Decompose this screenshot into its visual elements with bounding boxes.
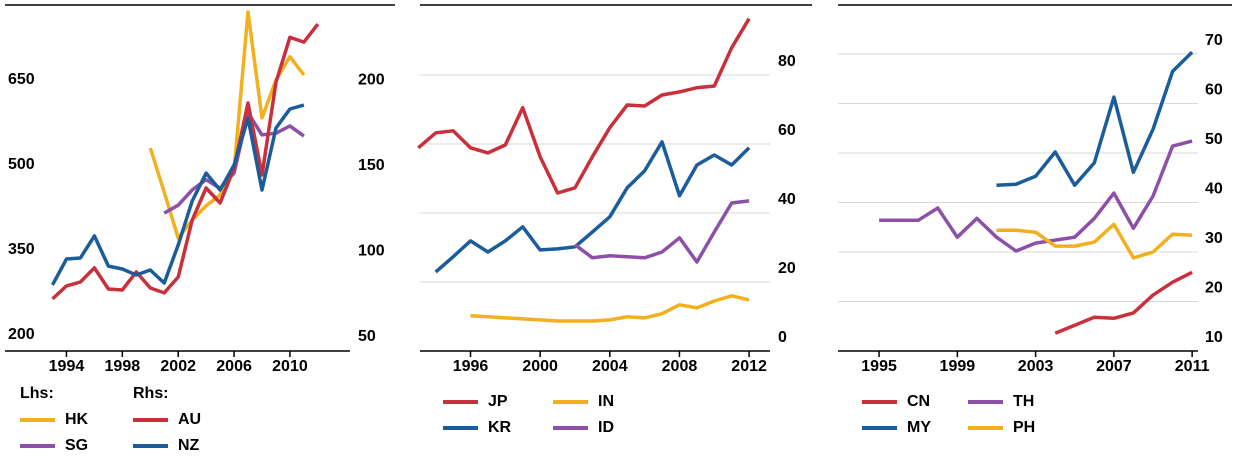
series-line bbox=[996, 50, 1194, 187]
x-tick-label: 2011 bbox=[1175, 358, 1210, 375]
legend-label: TH bbox=[1013, 393, 1034, 410]
series-line bbox=[148, 10, 306, 240]
x-tick-label: 2003 bbox=[1018, 358, 1054, 375]
y-tick-label: 60 bbox=[1205, 82, 1223, 99]
series-line bbox=[470, 294, 750, 323]
y2-tick-label: 100 bbox=[358, 243, 385, 260]
y-tick-label: 0 bbox=[778, 329, 787, 346]
series-line bbox=[163, 111, 305, 215]
x-tick-label: 1998 bbox=[105, 358, 141, 375]
legend-label: PH bbox=[1013, 419, 1035, 436]
x-tick-label: 2007 bbox=[1096, 358, 1132, 375]
x-tick-label: 1996 bbox=[453, 358, 489, 375]
legend-label: MY bbox=[907, 419, 931, 436]
x-tick-label: 2002 bbox=[160, 358, 196, 375]
legend-label: KR bbox=[488, 419, 512, 436]
y-tick-label: 200 bbox=[8, 326, 35, 343]
legend-title: Lhs: bbox=[20, 385, 54, 402]
x-tick-label: 1999 bbox=[940, 358, 976, 375]
x-tick-label: 2008 bbox=[662, 358, 698, 375]
y2-tick-label: 50 bbox=[358, 328, 376, 345]
y2-tick-label: 150 bbox=[358, 157, 385, 174]
legend-label: AU bbox=[178, 411, 201, 428]
legend-label: HK bbox=[65, 411, 89, 428]
series-line bbox=[51, 23, 320, 301]
y-tick-label: 10 bbox=[1205, 329, 1223, 346]
series-line bbox=[1054, 270, 1193, 335]
legend-label: CN bbox=[907, 393, 930, 410]
legend-label: IN bbox=[598, 393, 614, 410]
series-line bbox=[50, 103, 305, 286]
legend-title: Rhs: bbox=[133, 385, 169, 402]
series-line bbox=[573, 199, 750, 264]
series-line bbox=[434, 140, 751, 274]
y-tick-label: 20 bbox=[778, 260, 796, 277]
series-line bbox=[879, 139, 1193, 253]
y-tick-label: 40 bbox=[778, 191, 796, 208]
legend-label: JP bbox=[488, 393, 508, 410]
legend-label: NZ bbox=[178, 437, 200, 454]
x-tick-label: 2010 bbox=[272, 358, 308, 375]
x-tick-label: 1994 bbox=[49, 358, 85, 375]
series-line bbox=[996, 222, 1193, 260]
x-tick-label: 2000 bbox=[522, 358, 558, 375]
x-tick-label: 1995 bbox=[861, 358, 897, 375]
y-tick-label: 70 bbox=[1205, 32, 1223, 49]
y-tick-label: 650 bbox=[8, 71, 35, 88]
series-line bbox=[417, 17, 751, 195]
y-tick-label: 20 bbox=[1205, 280, 1223, 297]
x-tick-label: 2012 bbox=[731, 358, 767, 375]
y-tick-label: 500 bbox=[8, 156, 35, 173]
y-tick-label: 30 bbox=[1205, 230, 1223, 247]
y-tick-label: 50 bbox=[1205, 131, 1223, 148]
y-tick-label: 350 bbox=[8, 241, 35, 258]
x-tick-label: 2004 bbox=[592, 358, 628, 375]
y-tick-label: 80 bbox=[778, 53, 796, 70]
legend-label: SG bbox=[65, 437, 88, 454]
legend-label: ID bbox=[598, 419, 614, 436]
y2-tick-label: 200 bbox=[358, 71, 385, 88]
y-tick-label: 40 bbox=[1205, 181, 1223, 198]
x-tick-label: 2006 bbox=[216, 358, 252, 375]
y-tick-label: 60 bbox=[778, 122, 796, 139]
